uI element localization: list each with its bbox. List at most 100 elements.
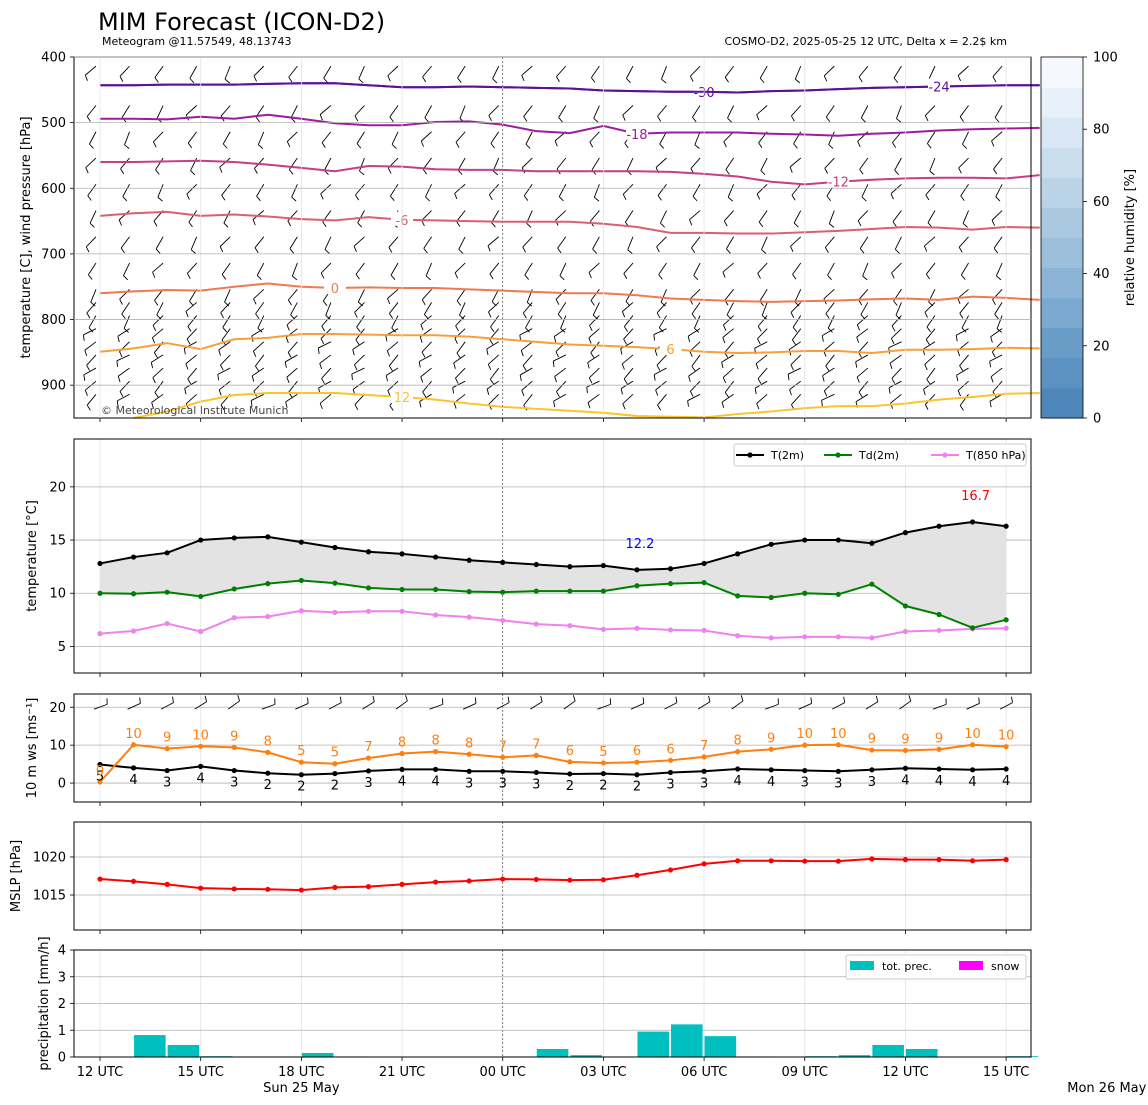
wind-barb: [253, 288, 265, 300]
precipitation-ylabel: precipitation [mm/h]: [37, 936, 52, 1070]
wind-barb: [757, 326, 762, 332]
wind-barb: [727, 117, 733, 123]
wind-barb: [287, 220, 292, 227]
wind-barb: [722, 377, 727, 384]
wind-barb: [793, 210, 802, 224]
wind-barb: [875, 695, 879, 702]
data-point: [365, 608, 372, 614]
gust-label: 10: [964, 727, 981, 742]
wind-barb: [354, 354, 365, 365]
wind-barb: [120, 236, 130, 249]
wind-barb: [888, 341, 902, 349]
wind-barb: [655, 380, 667, 391]
isotherm-label: -24: [928, 81, 949, 96]
wind-barb: [761, 249, 767, 254]
data-point: [365, 549, 372, 555]
precip-bar: [167, 1044, 200, 1057]
data-point: [600, 626, 607, 632]
wind-speed-label: 4: [197, 771, 205, 786]
wind-barb: [691, 302, 701, 315]
wind-barb: [990, 376, 994, 383]
wind-barb: [425, 184, 433, 198]
wind-barb: [420, 367, 432, 378]
wind-barb: [488, 105, 500, 116]
data-point: [802, 537, 808, 543]
wind-barb: [222, 315, 231, 328]
data-point: [466, 878, 472, 884]
wind-barb: [489, 367, 500, 380]
wind-barb: [183, 348, 186, 355]
wind-barb: [724, 392, 729, 398]
wind-barb: [189, 65, 198, 79]
wind-barb: [593, 117, 599, 123]
data-point: [835, 742, 841, 748]
wind-barb: [888, 387, 891, 394]
wind-barb: [754, 380, 768, 389]
colorbar-segment: [1041, 327, 1083, 359]
wind-barb: [220, 364, 224, 371]
colorbar-segment: [1041, 87, 1083, 118]
wind-barb: [960, 184, 969, 197]
wind-barb: [958, 246, 963, 253]
precipitation-panel: 0 1 2 3 4 precipitation [mm/h] tot. prec. snow 1…: [37, 936, 1147, 1096]
isotherm-line: [100, 113, 1040, 137]
precip-bar: [671, 1024, 703, 1057]
wind-barb: [496, 702, 510, 710]
precip-bar: [704, 1036, 737, 1057]
wind-barb: [117, 328, 130, 337]
wind-barb: [858, 288, 869, 301]
wind-speed-label: 2: [633, 780, 641, 795]
wind-barb: [83, 374, 86, 381]
wind-barb: [84, 350, 88, 357]
wind-barb: [255, 302, 265, 315]
data-point: [130, 628, 137, 634]
wind-barb: [966, 703, 980, 710]
wind-barb: [116, 360, 119, 367]
wind-barb: [186, 273, 191, 279]
wind-barb: [555, 210, 567, 221]
wind-barb: [119, 65, 130, 77]
wind-barb: [722, 337, 726, 344]
data-point: [265, 886, 271, 892]
wind-barb: [757, 378, 762, 385]
wind-barb: [490, 326, 495, 333]
colorbar-tick-label: 0: [1093, 412, 1101, 427]
wind-barb: [689, 391, 694, 397]
data-point: [97, 631, 103, 637]
wind-barb: [858, 76, 863, 83]
wind-barb: [251, 367, 265, 377]
wind-barb: [355, 194, 360, 201]
wind-barb: [827, 274, 832, 281]
wind-barb: [689, 288, 701, 300]
wind-barb: [319, 393, 332, 404]
data-point: [567, 588, 573, 594]
wind-barb: [257, 327, 263, 333]
wind-barb: [821, 328, 835, 337]
wind-barb: [322, 300, 328, 307]
wind-barb: [790, 246, 794, 252]
wind-barb: [993, 236, 1003, 249]
wind-barb: [116, 400, 119, 407]
wind-barb: [957, 390, 961, 397]
data-point: [667, 627, 674, 633]
wind-barb: [117, 367, 130, 377]
wind-barb: [489, 262, 500, 275]
wind-barb: [925, 183, 936, 196]
data-point: [835, 537, 841, 543]
wind-barb: [765, 703, 779, 710]
wind-barb: [689, 75, 694, 82]
wind-barb: [725, 169, 730, 175]
wind-barb: [553, 328, 567, 337]
wind-barb: [622, 183, 634, 195]
wind-barb: [93, 703, 108, 710]
wind-barb: [624, 142, 629, 149]
wind-barb: [661, 78, 667, 84]
wind-barb: [791, 105, 802, 117]
legend-swatch: [850, 961, 874, 970]
wind-barb: [89, 210, 97, 224]
data-point: [600, 562, 607, 569]
data-point: [936, 611, 942, 618]
wind-speed-label: 4: [1002, 774, 1010, 789]
wind-barb: [391, 131, 399, 145]
wind-barb: [957, 65, 969, 76]
